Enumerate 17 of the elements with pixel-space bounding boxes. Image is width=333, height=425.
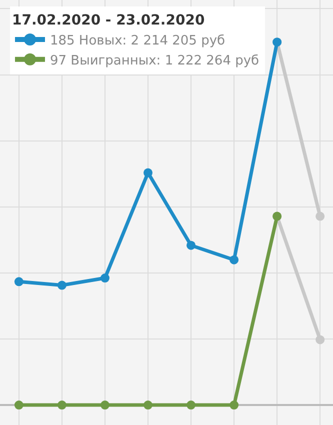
point <box>144 168 152 178</box>
point <box>100 274 110 283</box>
point <box>316 335 325 344</box>
point <box>14 277 24 286</box>
point <box>57 280 66 290</box>
legend-label: 185 Новых: 2 214 205 руб <box>50 34 226 49</box>
point <box>316 212 325 221</box>
legend-title: 17.02.2020 - 23.02.2020 <box>12 12 205 29</box>
point <box>230 255 239 264</box>
point <box>57 400 66 410</box>
point <box>230 400 239 410</box>
point <box>186 240 196 250</box>
point <box>100 400 110 410</box>
point <box>186 400 196 410</box>
point <box>144 400 152 410</box>
point <box>14 400 24 410</box>
legend-label: 97 Выигранных: 1 222 264 руб <box>50 53 260 68</box>
